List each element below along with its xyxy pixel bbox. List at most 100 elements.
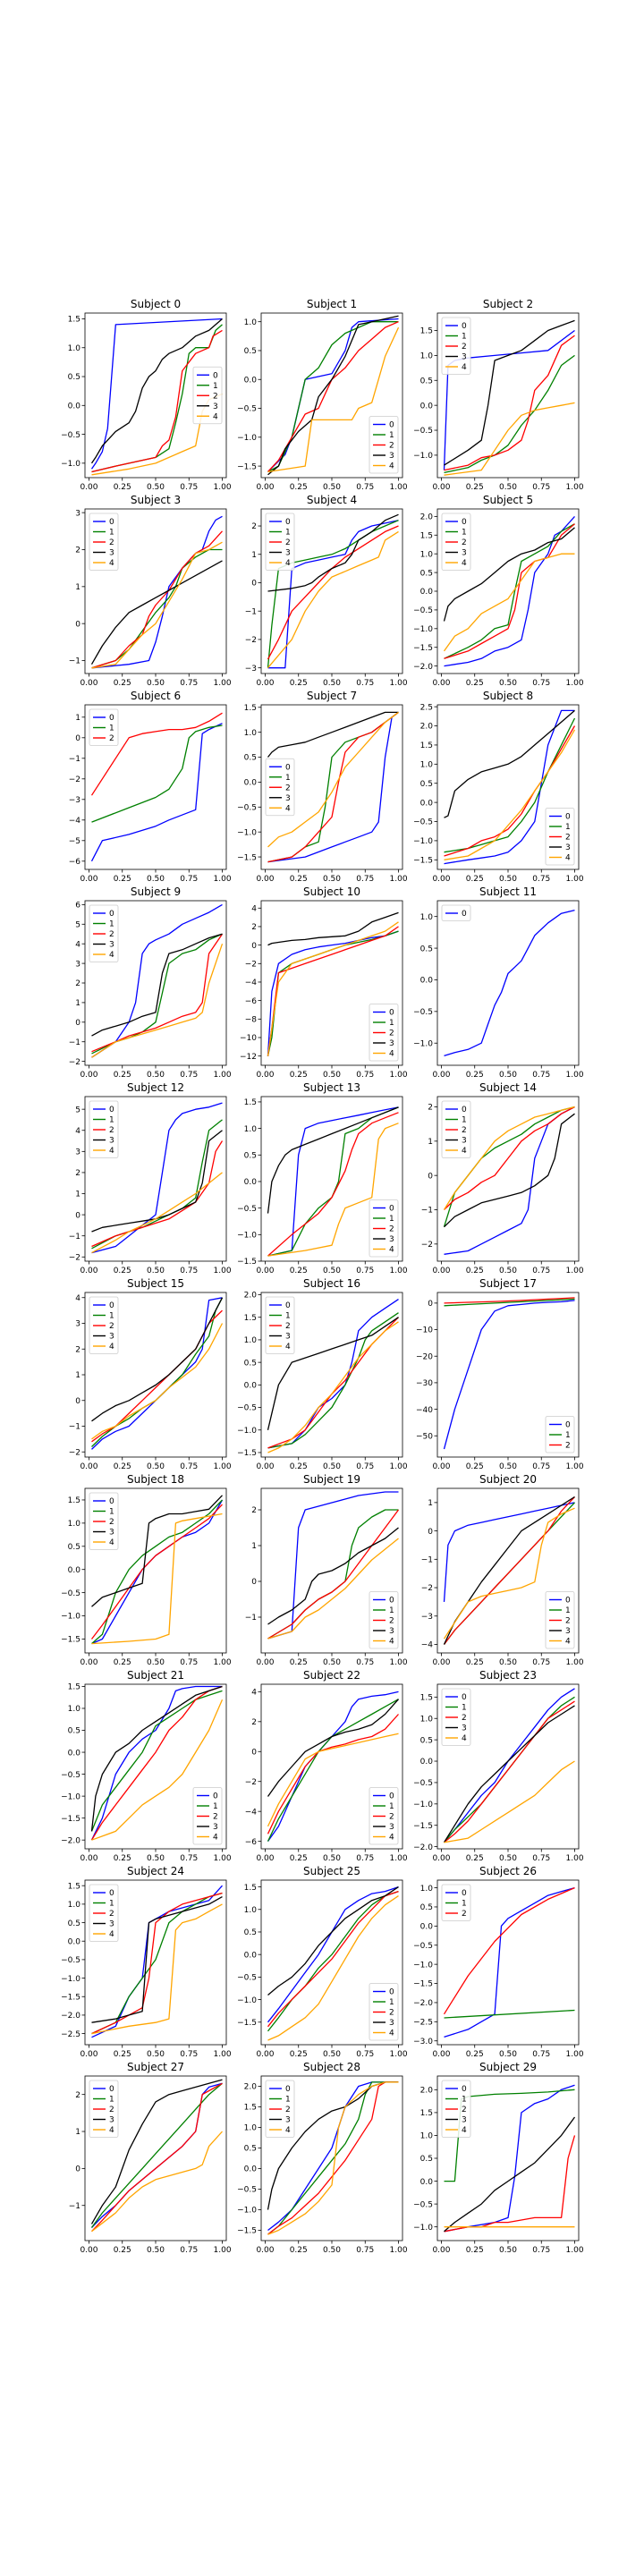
legend-label: 2 xyxy=(389,2009,394,2018)
x-tick-label: 0.75 xyxy=(180,2246,198,2255)
x-tick-label: 0.25 xyxy=(114,875,131,884)
legend-label: 1 xyxy=(389,1998,394,2007)
series-line-0 xyxy=(444,709,575,865)
y-tick-label: 3 xyxy=(75,1148,80,1157)
series-group xyxy=(267,1106,399,1257)
y-tick-label: 0.5 xyxy=(420,1736,433,1745)
x-tick-label: 0.75 xyxy=(180,875,198,884)
legend-label: 1 xyxy=(109,1116,114,1125)
y-tick-label: 0.0 xyxy=(244,1382,258,1391)
legend-label: 3 xyxy=(389,1039,394,1048)
series-group xyxy=(267,1299,399,1453)
y-tick-label: 1.5 xyxy=(68,1882,80,1891)
x-tick-label: 1.00 xyxy=(566,483,584,492)
series-line-2 xyxy=(444,1297,575,1304)
y-tick-label: 1.5 xyxy=(420,2109,433,2118)
y-tick-label: −0.5 xyxy=(237,1205,257,1214)
y-tick-label: −1.0 xyxy=(237,1996,257,2005)
legend-label: 3 xyxy=(462,1137,467,1146)
y-tick-label: −1.5 xyxy=(413,1822,433,1831)
y-tick-label: 2 xyxy=(251,923,257,932)
y-tick-label: 2 xyxy=(75,1345,80,1354)
x-tick-label: 1.00 xyxy=(214,679,232,688)
legend-label: 0 xyxy=(109,518,114,527)
subplot-title: Subject 18 xyxy=(127,1473,184,1486)
x-tick-label: 0.25 xyxy=(466,875,484,884)
y-tick-label: −2.0 xyxy=(61,2012,80,2021)
subplot-title: Subject 25 xyxy=(303,1865,360,1877)
subplot-4: Subject 40.00 0.25 0.50 0.75 1.00−3−2−101201… xyxy=(245,494,408,688)
y-tick-label: −3 xyxy=(69,796,80,805)
legend-label: 3 xyxy=(285,794,291,803)
legend-label: 0 xyxy=(462,1889,467,1898)
y-tick-label: −1.5 xyxy=(237,853,257,862)
legend-label: 0 xyxy=(213,371,218,380)
series-group xyxy=(267,1690,399,1842)
y-tick-label: −20 xyxy=(416,1352,433,1361)
series-line-2 xyxy=(91,530,223,669)
y-tick-label: 5 xyxy=(75,1106,80,1114)
x-tick-label: 1.00 xyxy=(214,2050,232,2059)
y-tick-label: 1.5 xyxy=(420,1694,433,1703)
series-line-0 xyxy=(443,1300,575,1450)
legend-label: 1 xyxy=(213,1802,218,1811)
y-tick-label: 1.0 xyxy=(244,1906,258,1915)
legend-label: 0 xyxy=(462,322,467,331)
y-tick-label: −10 xyxy=(416,1326,433,1335)
subplot-title: Subject 11 xyxy=(479,886,537,898)
subplot-title: Subject 24 xyxy=(127,1865,184,1877)
y-tick-label: 1.5 xyxy=(244,2104,257,2113)
legend-label: 1 xyxy=(462,333,467,342)
series-line-2 xyxy=(267,2081,399,2235)
subplot-15: Subject 150.00 0.25 0.50 0.75 1.00−2−1012340… xyxy=(69,1277,232,1471)
y-tick-label: −1.0 xyxy=(413,2224,433,2233)
legend-label: 0 xyxy=(285,763,291,772)
y-tick-label: 0 xyxy=(251,580,257,589)
series-line-4 xyxy=(444,402,575,476)
series-line-1 xyxy=(444,1298,575,1307)
legend-label: 2 xyxy=(285,1322,291,1331)
series-line-0 xyxy=(91,1102,223,1254)
series-group xyxy=(444,909,575,1057)
x-tick-label: 1.00 xyxy=(214,1071,232,1080)
y-tick-label: 0 xyxy=(75,1397,80,1406)
x-tick-label: 0.25 xyxy=(290,679,308,688)
x-tick-label: 0.25 xyxy=(466,2050,484,2059)
legend-label: 4 xyxy=(389,1246,394,1255)
legend-label: 1 xyxy=(109,1508,114,1517)
series-line-1 xyxy=(267,321,399,473)
legend-label: 0 xyxy=(213,1792,218,1801)
x-tick-label: 0.00 xyxy=(432,1071,450,1080)
legend-label: 0 xyxy=(109,1301,114,1310)
series-line-2 xyxy=(443,1496,575,1645)
y-tick-label: 3 xyxy=(75,960,80,969)
legend-label: 1 xyxy=(462,2096,467,2105)
x-tick-label: 1.00 xyxy=(566,875,584,884)
subplot-title: Subject 6 xyxy=(131,690,181,702)
x-tick-label: 0.00 xyxy=(256,1071,274,1080)
y-tick-label: 1.0 xyxy=(420,1715,434,1724)
legend-label: 2 xyxy=(285,2106,291,2114)
series-line-4 xyxy=(91,943,224,1058)
series-line-3 xyxy=(444,319,575,466)
y-tick-label: 0 xyxy=(428,1300,433,1309)
series-line-0 xyxy=(267,318,399,472)
y-tick-label: −1.0 xyxy=(237,1232,257,1241)
y-tick-label: −1 xyxy=(69,1038,80,1047)
y-tick-label: −50 xyxy=(416,1432,433,1441)
y-tick-label: 2 xyxy=(251,522,257,531)
y-tick-label: −12 xyxy=(240,1053,257,1062)
y-tick-label: −1 xyxy=(245,607,257,616)
legend-label: 2 xyxy=(462,343,467,352)
y-tick-label: 0.5 xyxy=(420,1903,433,1912)
series-line-2 xyxy=(443,1887,575,2015)
subplot-13: Subject 130.00 0.25 0.50 0.75 1.00−1.5−1.0−0… xyxy=(237,1081,408,1275)
y-tick-label: 2.0 xyxy=(420,2087,434,2096)
x-tick-label: 0.50 xyxy=(147,679,165,688)
y-tick-label: 3 xyxy=(75,1320,80,1329)
